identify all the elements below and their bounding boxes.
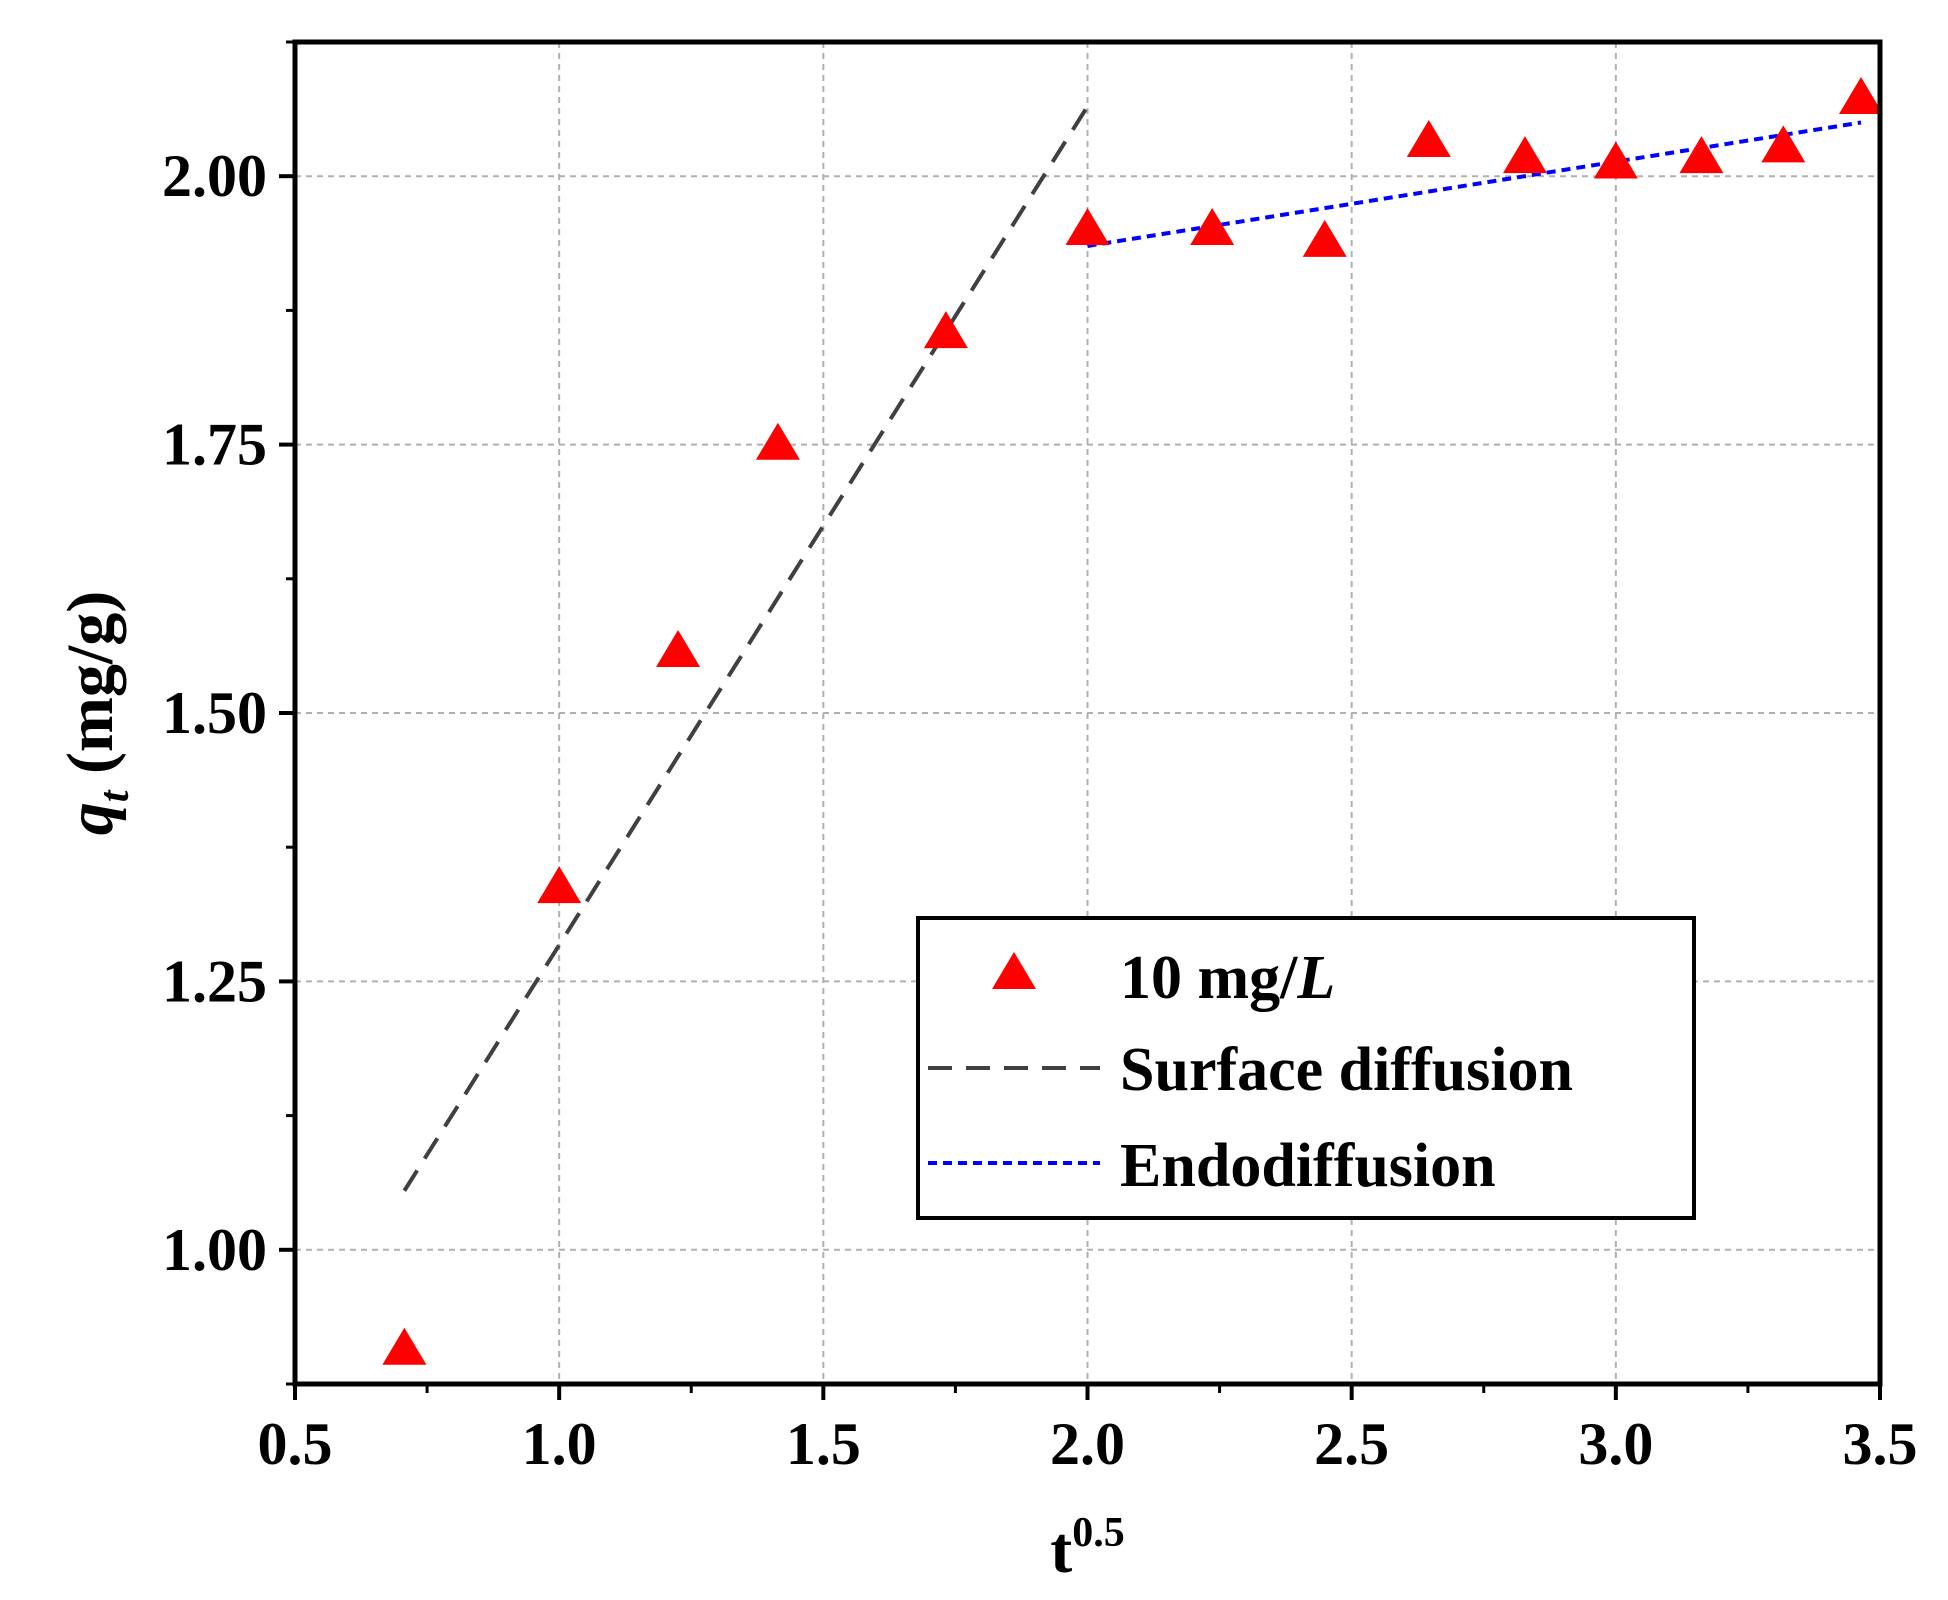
data-point-triangle <box>1593 141 1638 179</box>
y-tick-label: 1.25 <box>162 948 267 1014</box>
legend: 10 mg/L Surface diffusion Endodiffusion <box>916 916 1696 1220</box>
legend-label-10-mg-l-main: 10 mg/ <box>1120 944 1298 1012</box>
x-axis-title-base: t <box>1050 1514 1072 1587</box>
legend-label-endodiffusion: Endodiffusion <box>1120 1132 1496 1200</box>
data-point-triangle <box>1190 208 1235 246</box>
x-tick-label: 3.0 <box>1578 1411 1653 1477</box>
legend-label-surface-diffusion: Surface diffusion <box>1120 1036 1573 1104</box>
data-point-triangle <box>755 422 800 460</box>
legend-marker-triangle <box>992 952 1036 989</box>
x-tick-label: 3.5 <box>1843 1411 1918 1477</box>
data-point-triangle <box>1838 77 1883 115</box>
data-point-triangle <box>1679 136 1724 174</box>
y-tick-label: 1.75 <box>162 412 267 478</box>
x-tick-label: 2.0 <box>1050 1411 1125 1477</box>
data-point-triangle <box>1761 125 1806 163</box>
legend-label-10-mg-l-italic: L <box>1296 944 1335 1012</box>
data-point-triangle <box>382 1327 427 1365</box>
data-point-triangle <box>1302 219 1347 257</box>
y-axis-title: qt (mg/g) <box>54 591 138 835</box>
y-axis-title-sub: t <box>92 789 138 802</box>
y-axis-title-q: q <box>54 802 127 835</box>
x-tick-label: 0.5 <box>258 1411 333 1477</box>
x-axis-title: t0.5 <box>1050 1510 1124 1587</box>
fit-line-surface-diffusion <box>402 105 1090 1192</box>
y-axis-title-unit: (mg/g) <box>54 591 127 791</box>
legend-label-10-mg-l: 10 mg/L <box>1120 944 1335 1012</box>
fit-line-endodiffusion <box>1087 120 1862 248</box>
data-point-triangle <box>923 311 968 349</box>
data-point-triangle <box>537 866 582 904</box>
x-axis-title-sup: 0.5 <box>1072 1510 1125 1556</box>
tick-labels: 0.5 1.0 1.5 2.0 2.5 3.0 3.5 1.00 1.25 1.50 1.75 2.0… <box>162 143 1918 1477</box>
y-tick-label: 1.00 <box>162 1217 267 1283</box>
series-layer <box>382 77 1883 1365</box>
data-point-triangle <box>1502 136 1547 174</box>
data-point-triangle <box>1065 208 1110 246</box>
x-tick-label: 1.0 <box>522 1411 597 1477</box>
y-tick-label: 1.50 <box>162 680 267 746</box>
data-point-triangle <box>1406 119 1451 157</box>
x-tick-label: 1.5 <box>786 1411 861 1477</box>
ticks <box>279 40 1882 1400</box>
y-tick-label: 2.00 <box>162 143 267 209</box>
x-tick-label: 2.5 <box>1314 1411 1389 1477</box>
data-point-triangle <box>656 629 701 667</box>
